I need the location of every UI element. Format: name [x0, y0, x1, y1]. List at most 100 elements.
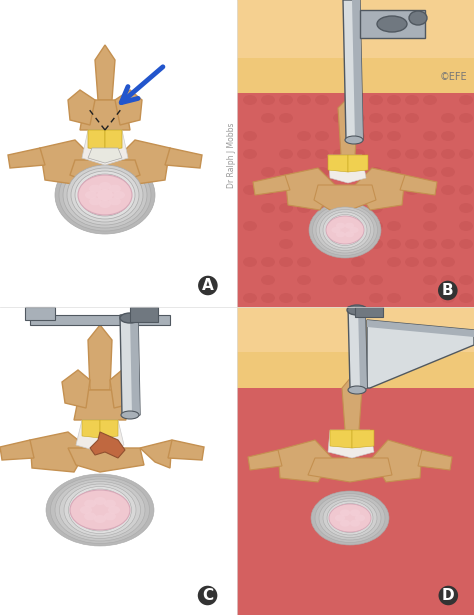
Ellipse shape [369, 95, 383, 105]
Polygon shape [0, 0, 237, 307]
Ellipse shape [335, 515, 345, 522]
Ellipse shape [279, 185, 293, 195]
Ellipse shape [297, 257, 311, 267]
Ellipse shape [349, 227, 358, 233]
Ellipse shape [315, 113, 329, 123]
Ellipse shape [348, 386, 366, 394]
Polygon shape [355, 307, 383, 317]
Polygon shape [0, 440, 34, 460]
Polygon shape [372, 440, 422, 482]
Ellipse shape [120, 313, 140, 323]
Ellipse shape [369, 131, 383, 141]
Polygon shape [74, 390, 126, 420]
Ellipse shape [109, 184, 121, 192]
Ellipse shape [279, 113, 293, 123]
Ellipse shape [315, 493, 385, 542]
Polygon shape [82, 130, 128, 165]
Ellipse shape [441, 149, 455, 159]
Ellipse shape [387, 149, 401, 159]
Polygon shape [165, 148, 202, 168]
Ellipse shape [109, 197, 121, 205]
Ellipse shape [423, 95, 437, 105]
Polygon shape [30, 432, 88, 472]
Polygon shape [68, 448, 144, 472]
Text: A: A [202, 278, 214, 293]
Polygon shape [343, 0, 363, 140]
Text: C: C [202, 588, 213, 603]
Ellipse shape [331, 227, 340, 233]
Polygon shape [278, 440, 332, 482]
Ellipse shape [89, 197, 101, 205]
Ellipse shape [104, 499, 116, 507]
Polygon shape [308, 458, 392, 482]
Polygon shape [140, 440, 172, 468]
Polygon shape [237, 0, 474, 307]
Ellipse shape [333, 275, 347, 285]
Polygon shape [115, 140, 170, 185]
Polygon shape [100, 420, 118, 438]
Ellipse shape [351, 293, 365, 303]
Ellipse shape [350, 509, 360, 517]
Ellipse shape [297, 113, 311, 123]
Polygon shape [130, 307, 158, 322]
Ellipse shape [85, 191, 97, 199]
Ellipse shape [387, 221, 401, 231]
Ellipse shape [377, 16, 407, 32]
Ellipse shape [369, 203, 383, 213]
Polygon shape [418, 450, 452, 470]
Ellipse shape [297, 293, 311, 303]
Polygon shape [328, 155, 348, 172]
Ellipse shape [279, 275, 293, 285]
Ellipse shape [243, 203, 257, 213]
Ellipse shape [441, 293, 455, 303]
Ellipse shape [67, 165, 143, 225]
Ellipse shape [319, 210, 371, 250]
Ellipse shape [351, 95, 365, 105]
Ellipse shape [243, 95, 257, 105]
Ellipse shape [55, 156, 155, 234]
Polygon shape [76, 420, 124, 452]
Polygon shape [400, 175, 437, 195]
Ellipse shape [405, 149, 419, 159]
Ellipse shape [387, 185, 401, 195]
Ellipse shape [243, 131, 257, 141]
Polygon shape [352, 430, 374, 448]
Polygon shape [68, 90, 95, 125]
Ellipse shape [89, 184, 101, 192]
Ellipse shape [315, 257, 329, 267]
Ellipse shape [63, 162, 147, 228]
Ellipse shape [261, 257, 275, 267]
Ellipse shape [315, 293, 329, 303]
Ellipse shape [97, 189, 113, 201]
Ellipse shape [297, 275, 311, 285]
Ellipse shape [333, 113, 347, 123]
Ellipse shape [369, 113, 383, 123]
Ellipse shape [345, 231, 354, 237]
Polygon shape [355, 168, 405, 210]
Polygon shape [82, 420, 100, 438]
Ellipse shape [441, 167, 455, 177]
Ellipse shape [459, 113, 473, 123]
Ellipse shape [315, 95, 329, 105]
Ellipse shape [315, 185, 329, 195]
Polygon shape [328, 155, 366, 183]
Ellipse shape [315, 149, 329, 159]
Ellipse shape [73, 489, 127, 531]
Ellipse shape [243, 221, 257, 231]
Ellipse shape [405, 113, 419, 123]
Polygon shape [30, 315, 170, 325]
Polygon shape [360, 10, 425, 38]
Ellipse shape [405, 239, 419, 249]
Ellipse shape [351, 131, 365, 141]
Ellipse shape [459, 221, 473, 231]
Polygon shape [237, 350, 474, 388]
Ellipse shape [423, 203, 437, 213]
Ellipse shape [261, 239, 275, 249]
Polygon shape [168, 440, 204, 460]
Ellipse shape [336, 223, 345, 229]
Ellipse shape [326, 216, 364, 244]
Ellipse shape [405, 185, 419, 195]
Polygon shape [88, 130, 105, 150]
Ellipse shape [350, 520, 360, 526]
Ellipse shape [243, 257, 257, 267]
